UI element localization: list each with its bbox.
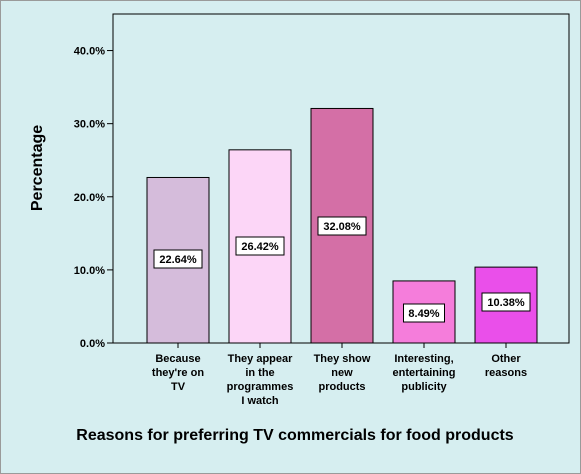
data-label: 10.38%	[481, 292, 531, 312]
data-label-box	[403, 303, 445, 323]
y-tick-label: 20.0%	[74, 192, 105, 204]
bar-labels: 22.64% 26.42% 32.08% 8.49% 10.38%	[153, 216, 531, 323]
x-axis-title: Reasons for preferring TV commercials fo…	[76, 427, 514, 444]
data-label-box	[153, 249, 203, 269]
category-label: Other reasons	[485, 353, 527, 379]
data-label-box	[317, 216, 367, 236]
data-label: 22.64%	[153, 249, 203, 269]
data-label-text: 26.42%	[241, 241, 279, 253]
data-label: 8.49%	[403, 303, 445, 323]
data-label-text: 32.08%	[323, 221, 361, 233]
data-label: 26.42%	[235, 236, 285, 256]
y-tick-label: 10.0%	[74, 265, 105, 277]
category-label: Interesting, entertaining publicity	[393, 353, 456, 393]
data-label-text: 8.49%	[408, 308, 439, 320]
data-label-text: 10.38%	[487, 297, 525, 309]
y-axis-title: Percentage	[29, 125, 46, 211]
data-label-text: 22.64%	[159, 254, 197, 266]
data-label-box	[235, 236, 285, 256]
category-label: They appear in the programmes I watch	[227, 353, 294, 407]
category-labels: Because they're on TV They appear in the prog…	[152, 353, 527, 407]
y-tick-label: 30.0%	[74, 119, 105, 131]
x-axis	[177, 343, 507, 348]
y-axis: 0.0% 10.0% 20.0% 30.0% 40.0%	[74, 46, 113, 350]
y-tick-label: 40.0%	[74, 46, 105, 58]
category-label: They show new products	[314, 353, 371, 393]
category-label: Because they're on TV	[152, 353, 204, 393]
data-label-box	[481, 292, 531, 312]
data-label: 32.08%	[317, 216, 367, 236]
y-tick-label: 0.0%	[80, 338, 105, 350]
